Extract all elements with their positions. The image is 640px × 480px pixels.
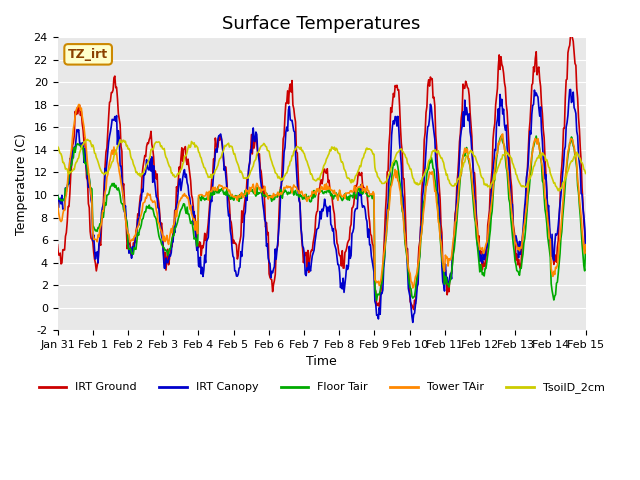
TsoilD_2cm	[365, 146, 373, 152]
Floor Tair	[532, 133, 540, 139]
Tower TAir	[148, 197, 156, 203]
Tower TAir	[582, 242, 589, 248]
TsoilD_2cm	[84, 136, 92, 142]
Floor Tair	[365, 194, 372, 200]
TsoilD_2cm	[452, 182, 460, 188]
IRT Ground	[410, 307, 417, 312]
IRT Canopy	[452, 207, 460, 213]
IRT Canopy	[147, 168, 155, 174]
Tower TAir	[190, 216, 198, 222]
IRT Ground	[568, 22, 575, 27]
Line: TsoilD_2cm: TsoilD_2cm	[58, 139, 586, 191]
Tower TAir	[75, 102, 83, 108]
IRT Ground	[365, 213, 372, 218]
Line: IRT Canopy: IRT Canopy	[58, 89, 586, 323]
Line: Floor Tair: Floor Tair	[58, 136, 586, 300]
Tower TAir	[453, 205, 461, 211]
Title: Surface Temperatures: Surface Temperatures	[222, 15, 420, 33]
TsoilD_2cm	[190, 140, 198, 145]
Text: TZ_irt: TZ_irt	[68, 48, 108, 61]
IRT Canopy	[54, 192, 61, 198]
Tower TAir	[409, 285, 417, 291]
Floor Tair	[54, 192, 61, 198]
TsoilD_2cm	[582, 170, 589, 176]
Floor Tair	[407, 286, 415, 292]
Floor Tair	[373, 297, 381, 303]
Floor Tair	[147, 204, 155, 210]
TsoilD_2cm	[54, 144, 61, 149]
IRT Ground	[406, 299, 414, 304]
Floor Tair	[582, 244, 589, 250]
Line: IRT Ground: IRT Ground	[58, 24, 586, 310]
IRT Canopy	[567, 86, 575, 92]
Y-axis label: Temperature (C): Temperature (C)	[15, 133, 28, 235]
Tower TAir	[407, 279, 415, 285]
Tower TAir	[294, 188, 301, 193]
IRT Canopy	[292, 166, 300, 172]
Tower TAir	[365, 192, 373, 198]
TsoilD_2cm	[407, 166, 415, 172]
Line: Tower TAir: Tower TAir	[58, 105, 586, 288]
IRT Canopy	[409, 320, 417, 325]
IRT Canopy	[406, 295, 414, 300]
IRT Canopy	[582, 241, 589, 247]
IRT Canopy	[365, 226, 372, 232]
Legend: IRT Ground, IRT Canopy, Floor Tair, Tower TAir, TsoilD_2cm: IRT Ground, IRT Canopy, Floor Tair, Towe…	[34, 378, 609, 398]
TsoilD_2cm	[554, 188, 562, 193]
Floor Tair	[452, 228, 460, 233]
IRT Ground	[54, 242, 61, 248]
IRT Ground	[452, 206, 460, 212]
TsoilD_2cm	[148, 146, 156, 152]
IRT Ground	[147, 129, 155, 134]
Tower TAir	[54, 200, 61, 205]
TsoilD_2cm	[294, 144, 301, 149]
IRT Ground	[582, 245, 589, 251]
X-axis label: Time: Time	[306, 355, 337, 369]
IRT Ground	[189, 204, 197, 210]
IRT Ground	[292, 149, 300, 155]
Floor Tair	[189, 228, 197, 234]
IRT Canopy	[189, 222, 197, 228]
Floor Tair	[292, 192, 300, 198]
